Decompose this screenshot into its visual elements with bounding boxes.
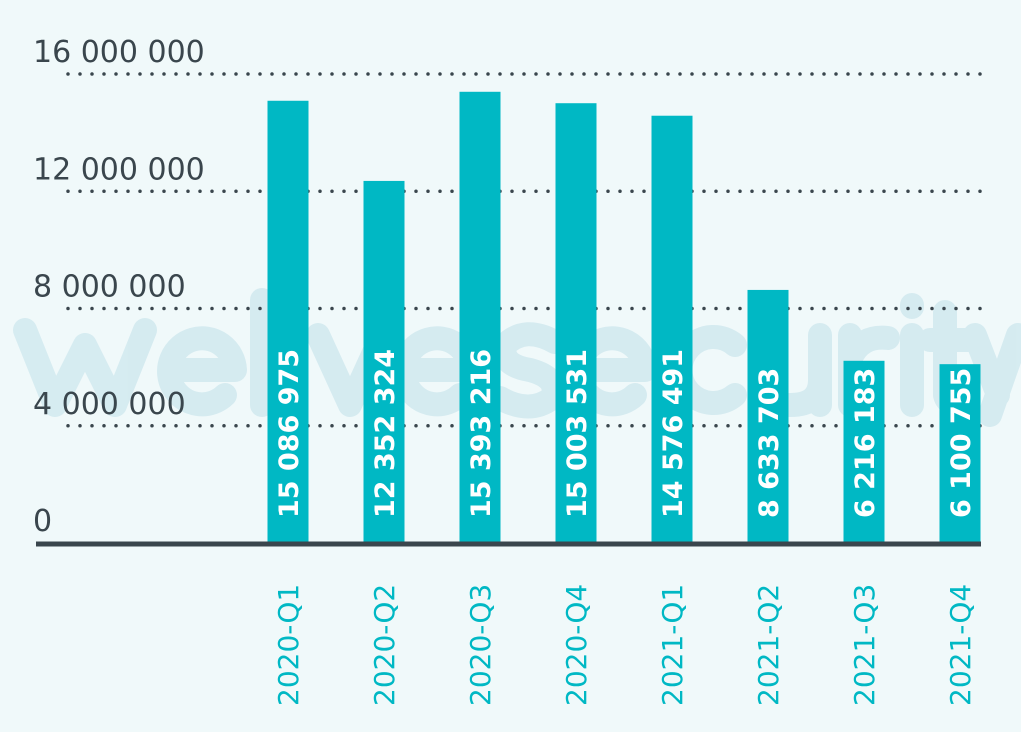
value-label: 14 576 491 (658, 349, 689, 518)
watermark-glyph (157, 326, 247, 417)
y-tick-label: 16 000 000 (33, 35, 205, 70)
value-label: 8 633 703 (754, 368, 785, 518)
x-tick-label: 2021-Q1 (656, 584, 689, 706)
value-label: 6 100 755 (946, 368, 977, 518)
watermark-glyph (488, 322, 567, 419)
bar (459, 91, 501, 544)
bar (747, 289, 789, 543)
x-tick-label: 2020-Q2 (368, 584, 401, 706)
bar (843, 360, 885, 543)
x-tick-label: 2020-Q3 (464, 584, 497, 706)
y-tick-label: 12 000 000 (33, 152, 205, 187)
value-label: 12 352 324 (370, 349, 401, 518)
y-tick-label: 4 000 000 (33, 387, 186, 422)
x-tick-label: 2021-Q2 (752, 584, 785, 706)
bar (267, 100, 309, 543)
bar (555, 103, 597, 544)
value-label: 15 003 531 (562, 349, 593, 518)
watermark-glyph (963, 323, 1021, 427)
x-tick-label: 2020-Q4 (560, 584, 593, 706)
y-tick-label: 0 (33, 504, 52, 539)
bar (363, 180, 405, 544)
x-tick-label: 2021-Q3 (848, 584, 881, 706)
y-tick-label: 8 000 000 (33, 270, 186, 305)
value-label: 6 216 183 (850, 368, 881, 518)
value-label: 15 086 975 (274, 349, 305, 518)
watermark-glyph (13, 318, 157, 417)
x-tick-label: 2020-Q1 (272, 584, 305, 706)
bar (939, 364, 981, 543)
bar (651, 115, 693, 543)
value-label: 15 393 216 (466, 349, 497, 518)
x-tick-label: 2021-Q4 (944, 584, 977, 706)
